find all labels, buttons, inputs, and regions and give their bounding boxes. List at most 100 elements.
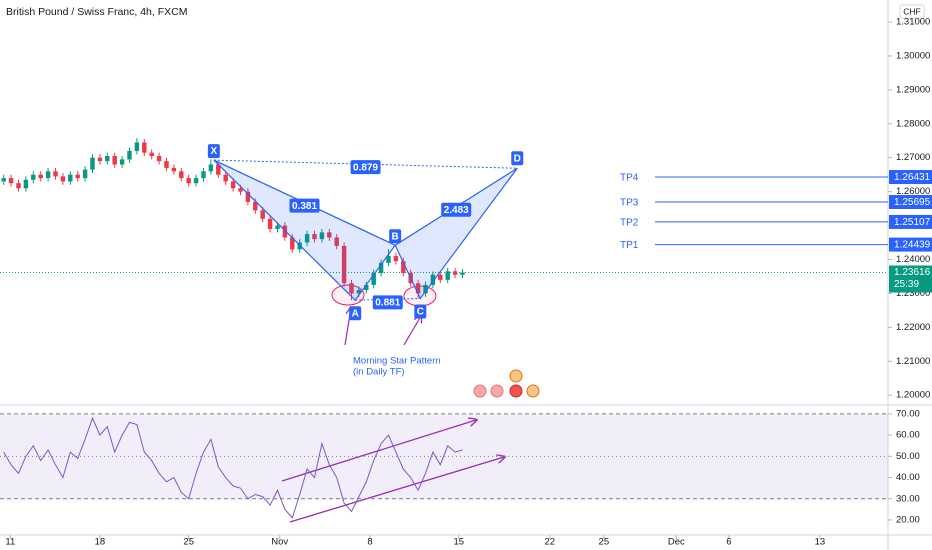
candle-body: [423, 284, 428, 294]
candle-body: [319, 232, 325, 240]
y-tick-label: 1.20000: [896, 390, 930, 401]
candle-body: [201, 171, 206, 179]
target-name: TP4: [620, 173, 639, 184]
candle-body: [216, 164, 221, 175]
x-tick-label: Dec: [668, 537, 685, 548]
x-tick-label: 25: [599, 537, 610, 548]
target-value-box: [889, 170, 932, 185]
x-tick-label: 18: [95, 537, 106, 548]
candle-body: [16, 183, 21, 189]
pattern-point-label-box: [207, 144, 220, 159]
candle-body: [290, 237, 295, 250]
ratio-label-box: [372, 295, 403, 310]
x-tick-label: 15: [454, 537, 465, 548]
candle-body: [208, 164, 214, 172]
candle-body: [349, 283, 354, 294]
trend-line: [281, 420, 476, 482]
candle-body: [452, 271, 458, 275]
candle-body: [68, 174, 73, 182]
x-tick-label: 8: [367, 537, 372, 548]
candle-body: [282, 225, 288, 238]
candle-body: [312, 234, 317, 240]
candle-body: [460, 272, 465, 275]
candle-body: [156, 156, 162, 162]
candle-body: [415, 283, 421, 294]
pattern-point-label-box: [414, 304, 427, 319]
chart-title: British Pound / Swiss Franc, 4h, FXCM: [6, 6, 187, 18]
candle-body: [260, 210, 265, 219]
y-tick-label: 50.00: [896, 451, 920, 462]
candle-body: [97, 157, 103, 162]
candle-body: [75, 174, 80, 179]
candle-body: [275, 225, 280, 229]
y-tick-label: 1.22000: [896, 322, 930, 333]
candle-body: [8, 178, 14, 184]
annotation-arrow: [403, 316, 421, 346]
ratio-label: 0.879: [353, 162, 378, 173]
currency: CHF: [903, 6, 920, 16]
y-tick-label: 20.00: [896, 514, 920, 525]
ratio-label-box: [441, 202, 472, 217]
candle-body: [149, 152, 154, 157]
y-tick-label: 30.00: [896, 493, 920, 504]
candle-body: [223, 174, 228, 182]
candle-body: [142, 142, 147, 153]
target-value: 1.25107: [894, 217, 931, 228]
candle-body: [445, 271, 450, 280]
candle-body: [127, 150, 132, 160]
ratio-label-box: [289, 198, 320, 213]
y-tick-label: 1.26000: [896, 186, 930, 197]
candle-body: [82, 169, 88, 179]
event-icon[interactable]: [490, 384, 504, 398]
candle-body: [356, 290, 362, 294]
event-icons[interactable]: [473, 369, 540, 398]
pattern-point-label: C: [417, 307, 424, 318]
candle-body: [186, 178, 191, 184]
rsi-line: [3, 416, 463, 519]
ratio-label: 2.483: [444, 205, 469, 216]
y-tick-label: 1.28000: [896, 118, 930, 129]
candle-body: [401, 261, 406, 274]
y-tick-label: 1.23000: [896, 288, 930, 299]
candle-body: [267, 218, 273, 229]
y-tick-label: 1.27000: [896, 152, 930, 163]
last-price-box: [889, 265, 932, 293]
x-tick-label: 6: [726, 537, 731, 548]
x-tick-label: 25: [183, 537, 194, 548]
candle-body: [171, 167, 177, 172]
candle-body: [364, 284, 369, 291]
ratio-label: 0.381: [292, 201, 317, 212]
candle-body: [119, 159, 125, 165]
currency-badge[interactable]: [899, 4, 925, 19]
target-value: 1.24439: [894, 240, 931, 251]
y-tick-label: 1.31000: [896, 17, 930, 28]
pattern-point-label-box: [511, 151, 524, 166]
candle-body: [164, 161, 169, 168]
x-tick-label: 11: [5, 537, 15, 548]
x-tick-label: 22: [545, 537, 556, 548]
pattern-point-label-box: [389, 229, 402, 244]
candle-body: [438, 274, 443, 280]
candle-body: [245, 191, 251, 202]
event-icon[interactable]: [473, 384, 487, 398]
y-tick-label: 1.21000: [896, 356, 930, 367]
candle-body: [105, 156, 110, 162]
y-tick-label: 1.29000: [896, 84, 930, 95]
trend-line: [289, 457, 504, 523]
candle-body: [90, 157, 95, 170]
candle-body: [386, 256, 391, 263]
candle-body: [238, 188, 243, 192]
target-name: TP2: [620, 218, 639, 229]
y-tick-label: 70.00: [896, 408, 920, 419]
candle-body: [341, 245, 347, 284]
candle-body: [31, 174, 36, 180]
event-icon[interactable]: [509, 384, 523, 398]
pattern-point-label-box: [349, 306, 362, 321]
event-icon[interactable]: [509, 369, 523, 383]
candle-body: [60, 176, 66, 182]
x-tick-label: Nov: [271, 537, 288, 548]
event-icon[interactable]: [526, 384, 540, 398]
candle-body: [393, 256, 399, 262]
x-tick-label: 13: [815, 537, 826, 548]
candle-body: [53, 171, 58, 177]
